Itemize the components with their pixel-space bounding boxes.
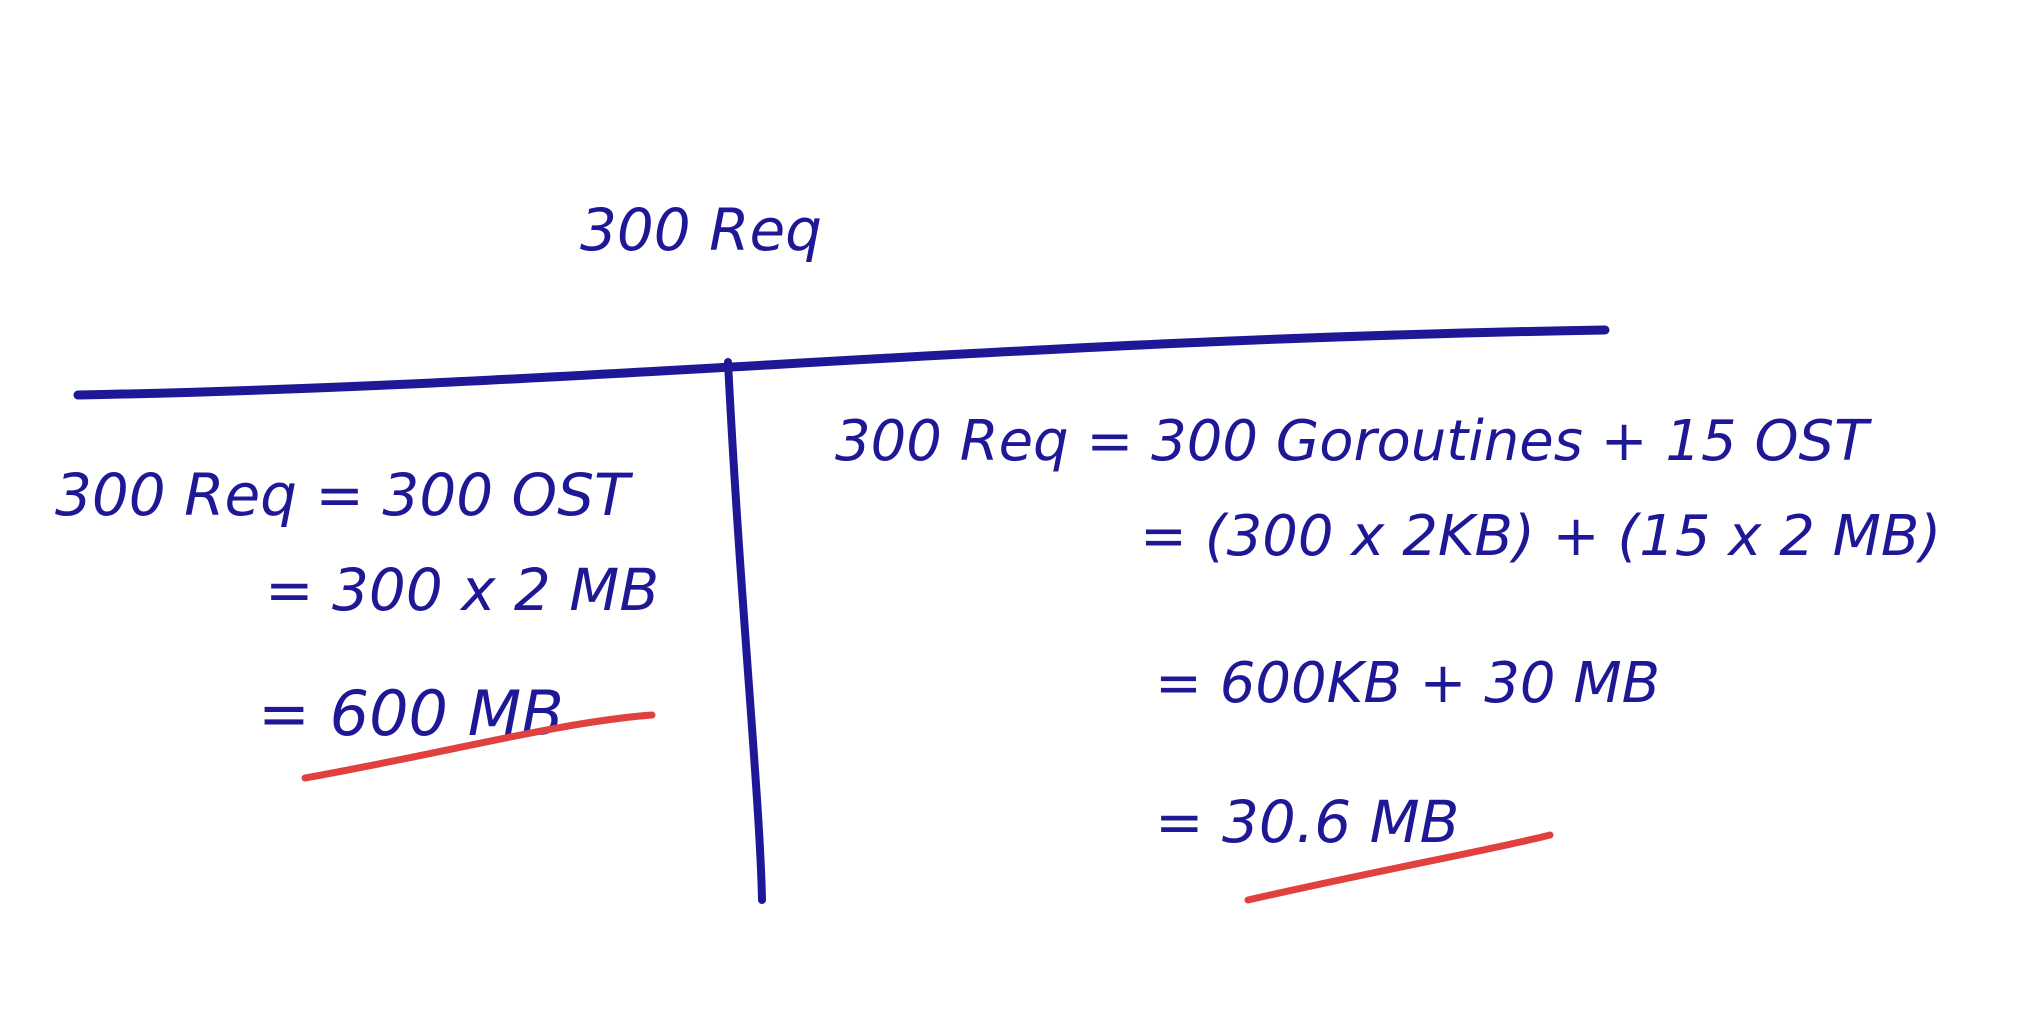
right-result-underline xyxy=(1244,831,1554,904)
right-line-3: = 600KB + 30 MB xyxy=(1155,651,1660,716)
left-line-1: 300 Req = 300 OST xyxy=(55,461,634,529)
left-result-underline xyxy=(301,711,656,782)
vertical-divider-line xyxy=(724,358,766,904)
diagram-title: 300 Req xyxy=(580,196,822,264)
right-line-4: = 30.6 MB xyxy=(1155,788,1459,856)
horizontal-divider-line xyxy=(73,325,1610,400)
right-line-2: = (300 x 2KB) + (15 x 2 MB) xyxy=(1140,504,1941,569)
right-line-1: 300 Req = 300 Goroutines + 15 OST xyxy=(835,409,1872,474)
left-line-2: = 300 x 2 MB xyxy=(265,556,659,624)
